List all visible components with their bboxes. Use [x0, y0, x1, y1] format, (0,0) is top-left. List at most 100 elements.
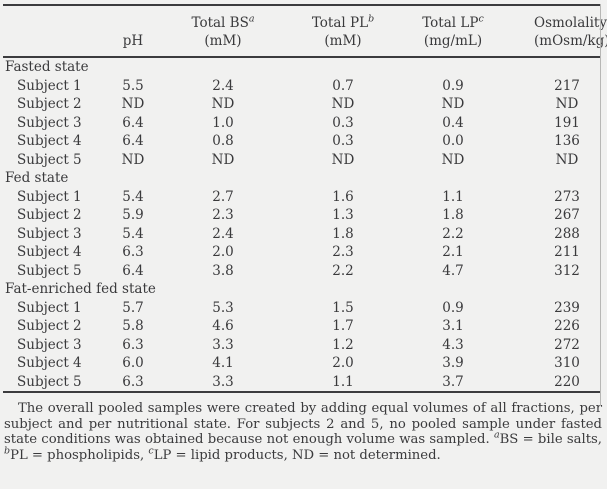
subject-label: Subject 5: [17, 151, 82, 168]
value-cell: 5.9: [122, 207, 144, 223]
subject-label: Subject 3: [17, 225, 82, 242]
value-cell: 226: [554, 318, 580, 334]
subject-label: Subject 2: [17, 207, 82, 223]
subject-row: Subject 4 6.4 0.8 0.3 0.0 136: [3, 132, 600, 151]
subject-row: Subject 1 5.4 2.7 1.6 1.1 273: [3, 188, 600, 207]
value-cell: ND: [331, 96, 355, 112]
value-cell: 2.0: [212, 244, 234, 260]
value-cell: 4.7: [442, 262, 464, 279]
footnote-marker-c: c: [478, 13, 484, 25]
header-total-lp: Total LPc (mg/mL): [408, 5, 498, 58]
value-cell: 4.3: [442, 336, 464, 353]
header-total-pl: Total PLb (mM): [278, 5, 408, 58]
value-cell: 1.7: [332, 318, 354, 334]
subject-row: Subject 2 5.8 4.6 1.7 3.1 226: [3, 317, 600, 336]
value-cell: 5.5: [122, 77, 144, 94]
subject-label: Subject 4: [17, 244, 82, 260]
value-cell: 5.3: [212, 299, 234, 316]
value-cell: 2.2: [442, 225, 464, 242]
footnote-sup-b: b: [4, 445, 11, 457]
header-lp-title: Total LP: [422, 15, 479, 31]
scan-artifact-line: [600, 4, 601, 406]
value-cell: ND: [441, 151, 465, 168]
value-cell: 220: [554, 373, 580, 390]
value-cell: ND: [211, 151, 235, 168]
subject-row: Subject 2 ND ND ND ND ND: [3, 95, 600, 114]
subject-row: Subject 5 ND ND ND ND ND: [3, 151, 600, 170]
value-cell: 217: [554, 77, 580, 94]
value-cell: ND: [121, 151, 145, 168]
value-cell: 288: [554, 225, 580, 242]
value-cell: ND: [555, 96, 579, 112]
value-cell: 1.5: [332, 299, 354, 316]
subject-label: Subject 4: [17, 133, 82, 149]
header-empty: [3, 5, 98, 58]
value-cell: 1.1: [332, 373, 354, 390]
value-cell: 6.4: [122, 133, 144, 149]
section-header-row: Fasted state: [3, 57, 600, 77]
subject-label: Subject 2: [17, 96, 82, 112]
value-cell: 1.2: [332, 336, 354, 353]
header-total-bs: Total BSa (mM): [168, 5, 278, 58]
value-cell: 5.4: [122, 225, 144, 242]
footnote-def-lp: LP = lipid products, ND = not determined…: [153, 448, 441, 464]
header-pl-title: Total PL: [311, 15, 369, 31]
value-cell: 1.8: [442, 207, 464, 223]
value-cell: 267: [554, 207, 580, 223]
value-cell: 2.3: [332, 244, 354, 260]
value-cell: 6.3: [122, 373, 144, 390]
subject-label: Subject 1: [17, 77, 82, 94]
subject-row: Subject 3 5.4 2.4 1.8 2.2 288: [3, 225, 600, 244]
subject-label: Subject 3: [17, 336, 82, 353]
value-cell: 5.7: [122, 299, 144, 316]
value-cell: 1.0: [212, 114, 234, 131]
value-cell: ND: [121, 96, 145, 112]
value-cell: 211: [554, 244, 580, 260]
header-bs-unit: (mM): [204, 33, 242, 49]
value-cell: 1.6: [332, 188, 354, 205]
value-cell: 3.8: [212, 262, 234, 279]
subject-row: Subject 4 6.0 4.1 2.0 3.9 310: [3, 354, 600, 373]
value-cell: 0.0: [442, 133, 464, 149]
value-cell: ND: [331, 151, 355, 168]
value-cell: 2.3: [212, 207, 234, 223]
subject-row: Subject 2 5.9 2.3 1.3 1.8 267: [3, 206, 600, 225]
value-cell: 136: [554, 133, 580, 149]
value-cell: 0.7: [332, 77, 354, 94]
header-ph-label: pH: [122, 33, 144, 49]
value-cell: 1.3: [332, 207, 354, 223]
footnote-text: The overall pooled samples were created …: [4, 401, 602, 448]
value-cell: 239: [554, 299, 580, 316]
value-cell: 2.2: [332, 262, 354, 279]
value-cell: 0.9: [442, 77, 464, 94]
subject-row: Subject 4 6.3 2.0 2.3 2.1 211: [3, 243, 600, 262]
table-body: Fasted state Subject 1 5.5 2.4 0.7 0.9 217 Subj…: [3, 57, 600, 392]
value-cell: 312: [554, 262, 580, 279]
value-cell: 310: [554, 355, 580, 371]
value-cell: ND: [211, 96, 235, 112]
section-header-row: Fat-enriched fed state: [3, 280, 600, 299]
value-cell: 5.4: [122, 188, 144, 205]
value-cell: 6.3: [122, 336, 144, 353]
value-cell: 1.1: [442, 188, 464, 205]
value-cell: 3.9: [442, 355, 464, 371]
section-label: Fed state: [5, 170, 69, 186]
subject-label: Subject 2: [17, 318, 82, 334]
value-cell: 3.7: [442, 373, 464, 390]
subject-label: Subject 1: [17, 299, 82, 316]
footnote-marker-a: a: [248, 13, 255, 25]
header-ph: pH: [98, 5, 168, 58]
section-label: Fasted state: [5, 59, 89, 75]
subject-row: Subject 5 6.3 3.3 1.1 3.7 220: [3, 373, 600, 393]
value-cell: 3.1: [442, 318, 464, 334]
subject-label: Subject 4: [17, 355, 82, 371]
footnote-sup-c: c: [148, 445, 154, 457]
value-cell: 2.1: [442, 244, 464, 260]
subject-row: Subject 3 6.4 1.0 0.3 0.4 191: [3, 114, 600, 133]
value-cell: 6.3: [122, 244, 144, 260]
value-cell: 273: [554, 188, 580, 205]
table-footnote: The overall pooled samples were created …: [4, 401, 602, 464]
value-cell: 0.9: [442, 299, 464, 316]
value-cell: ND: [555, 151, 579, 168]
pooled-samples-table: pH Total BSa (mM) Total PLb (mM) Total L…: [3, 4, 607, 393]
